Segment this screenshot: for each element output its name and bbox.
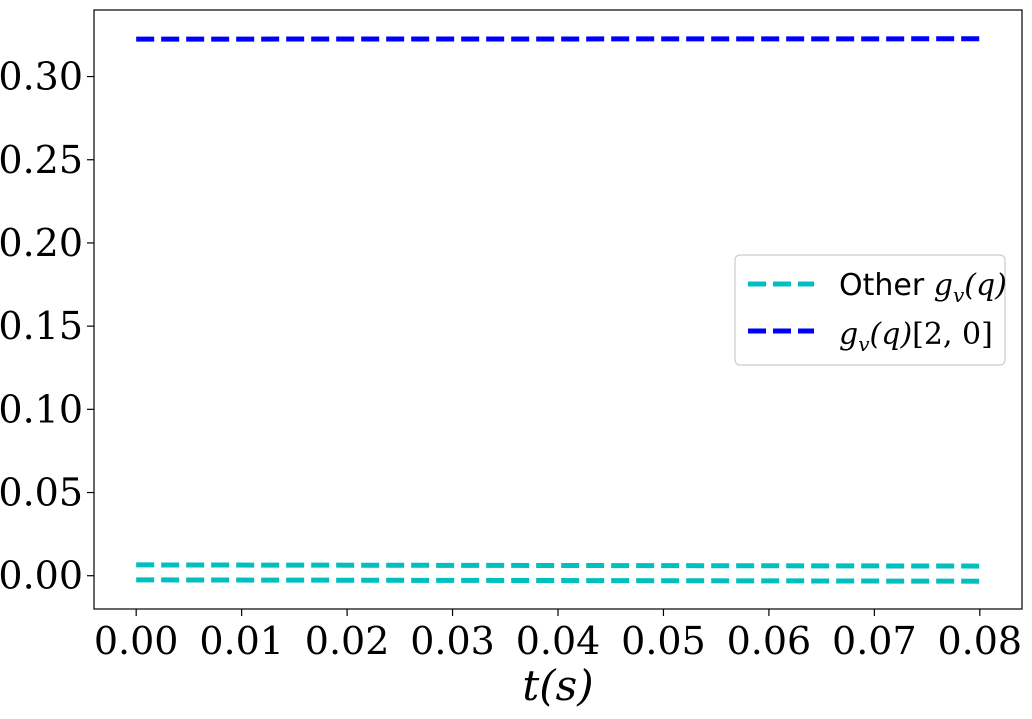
legend-label-other: Other gv(q) bbox=[839, 268, 1007, 307]
y-tick-label: 0.05 bbox=[0, 471, 83, 515]
x-tick-label: 0.05 bbox=[621, 619, 706, 663]
x-tick-label: 0.03 bbox=[410, 619, 495, 663]
legend: Other gv(q) gv(q)[2, 0] bbox=[734, 254, 1007, 366]
y-tick-label: 0.30 bbox=[0, 55, 83, 99]
x-tick-label: 0.07 bbox=[832, 619, 917, 663]
x-axis-label: t(s) bbox=[522, 661, 593, 710]
x-axis-ticks: 0.00 0.01 0.02 0.03 0.04 0.05 0.06 0.07 0.08 bbox=[94, 609, 1022, 663]
y-tick-label: 0.25 bbox=[0, 138, 83, 182]
series-line-0 bbox=[136, 562, 980, 569]
legend-label-gv20: gv(q)[2, 0] bbox=[839, 317, 993, 356]
series-line-1 bbox=[136, 577, 980, 584]
y-tick-label: 0.15 bbox=[0, 304, 83, 348]
x-tick-label: 0.02 bbox=[305, 619, 390, 663]
y-tick-label: 0.10 bbox=[0, 387, 83, 431]
y-axis-ticks: 0.00 0.05 0.10 0.15 0.20 0.25 0.30 bbox=[0, 55, 94, 598]
x-tick-label: 0.01 bbox=[199, 619, 284, 663]
series-layer bbox=[136, 36, 980, 584]
y-tick-label: 0.00 bbox=[0, 554, 83, 598]
y-tick-label: 0.20 bbox=[0, 221, 83, 265]
x-tick-label: 0.08 bbox=[938, 619, 1023, 663]
x-tick-label: 0.04 bbox=[516, 619, 601, 663]
x-tick-label: 0.06 bbox=[727, 619, 812, 663]
x-tick-label: 0.00 bbox=[94, 619, 179, 663]
